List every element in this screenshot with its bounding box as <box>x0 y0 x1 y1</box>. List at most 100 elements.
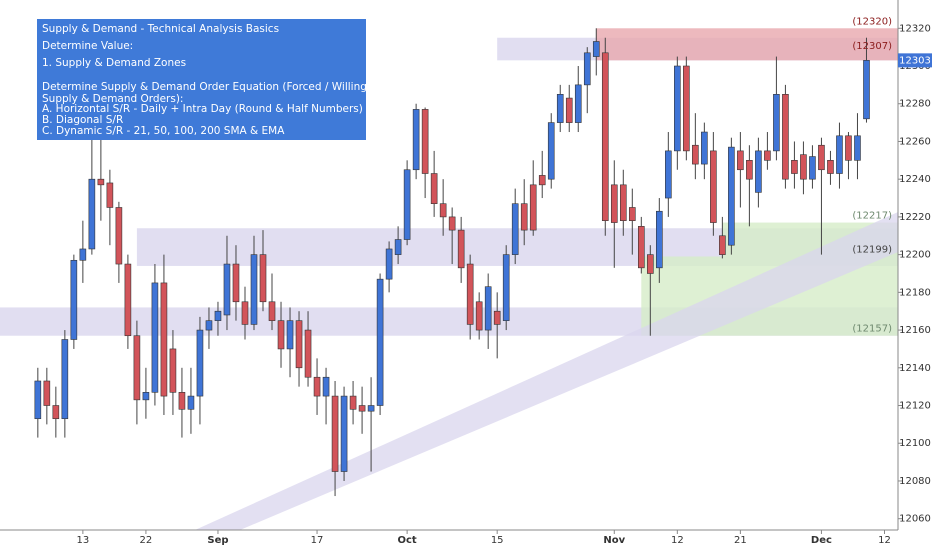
x-tick-label: 12 <box>878 535 891 546</box>
candle-body <box>583 52 591 86</box>
x-tick-label: Nov <box>603 535 625 546</box>
candle-body <box>457 229 465 269</box>
last-price-label: 12303 <box>899 55 931 66</box>
candle-body <box>349 395 357 410</box>
candle-body <box>385 248 393 280</box>
info-text: Supply & Demand - Technical Analysis Bas… <box>42 23 367 137</box>
y-tick-label: 12280 <box>899 99 931 110</box>
candle-body <box>106 182 114 208</box>
candle-body <box>97 178 105 186</box>
y-tick-label: 12100 <box>899 438 931 449</box>
candle-body <box>403 169 411 240</box>
x-tick-label: 21 <box>734 535 747 546</box>
info-line: 1. Supply & Demand Zones <box>42 57 186 69</box>
candle-body <box>52 405 60 420</box>
candle-body <box>610 184 618 223</box>
x-tick-label: 12 <box>671 535 684 546</box>
x-tick-label: Dec <box>811 535 832 546</box>
candle-body <box>782 94 789 180</box>
candle-body <box>322 376 330 397</box>
candle-body <box>466 263 474 325</box>
x-tick-label: 17 <box>311 535 324 546</box>
candle-body <box>538 175 546 186</box>
candle-body <box>719 235 726 255</box>
candle-body <box>574 84 582 123</box>
candle-body <box>178 392 186 410</box>
candle-body <box>259 254 267 303</box>
candle-body <box>809 156 816 180</box>
candle-body <box>701 131 708 165</box>
info-title: Supply & Demand - Technical Analysis Bas… <box>42 23 279 35</box>
candle-body <box>448 216 456 231</box>
candle-body <box>556 94 564 123</box>
candle-body <box>70 259 78 340</box>
candle-body <box>710 150 717 223</box>
candle-body <box>421 109 429 174</box>
candle-body <box>637 226 645 269</box>
level-label: (12199) <box>852 245 892 256</box>
candle-body <box>628 207 636 221</box>
candle-body <box>674 65 681 152</box>
candle-body <box>439 203 447 218</box>
y-tick-label: 12320 <box>899 23 931 34</box>
candle-body <box>827 160 834 174</box>
candle-body <box>61 339 69 420</box>
candle-body <box>665 150 672 199</box>
candle-body <box>755 150 762 193</box>
candle-body <box>232 263 240 303</box>
candle-body <box>151 282 159 393</box>
candle-body <box>547 122 555 180</box>
level-label: (12307) <box>852 41 892 52</box>
candle-body <box>863 60 870 120</box>
candle-body <box>800 154 807 180</box>
candles <box>34 28 870 497</box>
candle-body <box>205 320 213 331</box>
candle-body <box>484 286 492 331</box>
candle-body <box>367 405 375 412</box>
candle-body <box>493 310 501 325</box>
candle-body <box>160 282 168 397</box>
candle-body <box>854 135 861 161</box>
candle-body <box>124 263 132 337</box>
candle-body <box>746 160 753 180</box>
info-line: Determine Value: <box>42 40 133 52</box>
candle-body <box>376 278 384 406</box>
candle-body <box>286 320 294 350</box>
candle-body <box>529 184 537 231</box>
y-tick-label: 12060 <box>899 514 931 525</box>
candle-body <box>223 263 231 316</box>
candle-body <box>592 41 600 57</box>
candle-body <box>475 301 483 331</box>
candle-body <box>250 254 258 325</box>
candle-body <box>430 173 438 205</box>
candle-body <box>115 207 123 265</box>
candle-body <box>88 178 96 250</box>
candle-body <box>565 97 573 123</box>
y-tick-label: 12160 <box>899 325 931 336</box>
candle-body <box>34 380 42 420</box>
y-tick-label: 12080 <box>899 476 931 487</box>
candle-body <box>601 52 609 221</box>
candle-body <box>241 301 249 325</box>
candle-body <box>394 239 402 255</box>
candle-body <box>845 135 852 161</box>
candle-body <box>214 310 222 321</box>
candle-body <box>43 380 51 406</box>
candle-body <box>791 160 798 174</box>
candle-body <box>656 210 663 269</box>
candle-body <box>79 248 87 261</box>
info-line: B. Diagonal S/R <box>42 114 123 126</box>
candle-body <box>196 329 204 397</box>
candle-body <box>331 395 339 472</box>
candle-body <box>295 320 303 369</box>
candle-body <box>187 395 195 410</box>
y-tick-label: 12180 <box>899 287 931 298</box>
candle-body <box>511 203 519 255</box>
y-tick-label: 12200 <box>899 250 931 261</box>
zone <box>596 28 898 61</box>
candle-body <box>340 395 348 472</box>
info-line: C. Dynamic S/R - 21, 50, 100, 200 SMA & … <box>42 125 285 137</box>
candle-body <box>169 348 177 393</box>
candle-body <box>773 94 780 152</box>
